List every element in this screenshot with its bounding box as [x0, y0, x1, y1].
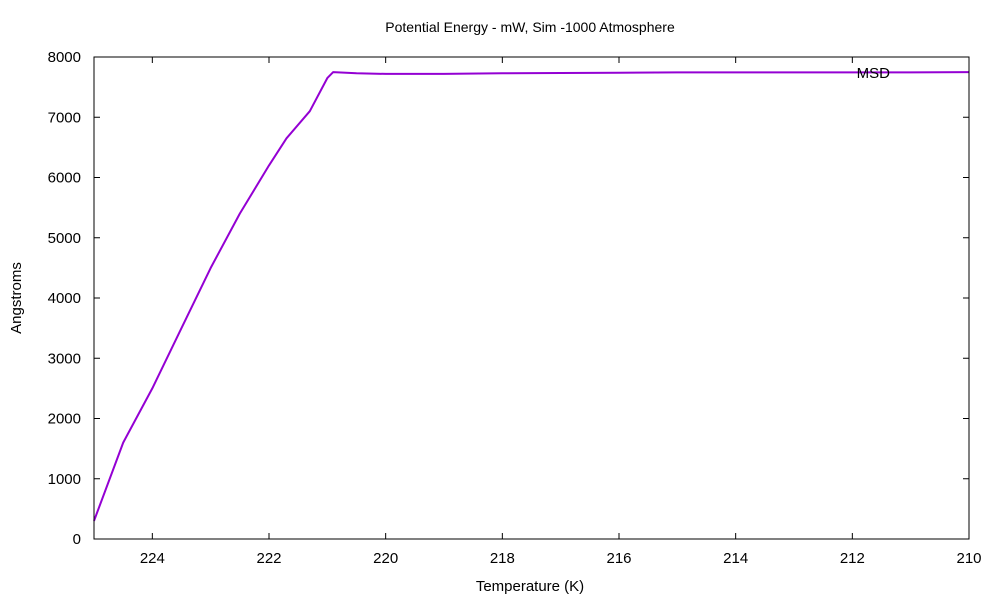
y-tick-label: 8000	[48, 49, 81, 66]
y-tick-label: 0	[73, 531, 81, 548]
y-tick-label: 6000	[48, 170, 81, 187]
x-tick-label: 212	[840, 550, 865, 567]
y-tick-label: 2000	[48, 411, 81, 428]
x-tick-label: 224	[140, 550, 165, 567]
x-tick-label: 216	[606, 550, 631, 567]
x-axis-label: Temperature (K)	[476, 578, 584, 595]
x-tick-label: 214	[723, 550, 748, 567]
x-tick-label: 222	[256, 550, 281, 567]
series-line-msd	[93, 71, 970, 522]
chart-title: Potential Energy - mW, Sim -1000 Atmosph…	[385, 19, 675, 35]
y-axis-label: Angstroms	[8, 262, 25, 334]
legend-label: MSD	[857, 65, 891, 82]
x-tick-label: 210	[956, 550, 981, 567]
y-tick-label: 3000	[48, 350, 81, 367]
plot-frame	[93, 56, 970, 540]
y-tick-label: 5000	[48, 230, 81, 247]
y-tick-label: 4000	[48, 290, 81, 307]
x-tick-label: 218	[490, 550, 515, 567]
y-tick-label: 7000	[48, 109, 81, 126]
x-tick-label: 220	[373, 550, 398, 567]
y-tick-label: 1000	[48, 471, 81, 488]
